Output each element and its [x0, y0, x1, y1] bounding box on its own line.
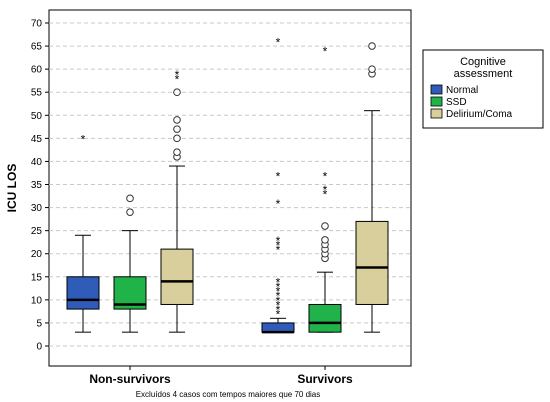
- outlier-point: [173, 125, 181, 133]
- extreme-point: *: [276, 289, 281, 303]
- y-tick-label: 50: [31, 111, 43, 122]
- box-non-survivors-ssd: [113, 194, 147, 333]
- extreme-point: *: [175, 72, 180, 86]
- gridlines: [49, 22, 411, 347]
- y-tick-label: 5: [36, 318, 42, 329]
- outlier-point: [173, 134, 181, 143]
- y-tick-label: 15: [31, 272, 43, 283]
- extreme-point: *: [276, 280, 281, 294]
- outlier-point: [321, 236, 329, 244]
- iqr-box: [160, 248, 194, 305]
- outlier-point: [368, 65, 376, 73]
- y-tick-label: 40: [31, 157, 43, 168]
- extreme-point: *: [276, 298, 281, 312]
- y-axis-title: ICU LOS: [5, 164, 19, 213]
- legend-swatch: [430, 96, 443, 107]
- extreme-point: *: [276, 308, 281, 322]
- extreme-point: *: [276, 35, 281, 49]
- extreme-point: *: [276, 303, 281, 317]
- extreme-point: *: [276, 294, 281, 308]
- y-tick-label: 60: [31, 65, 43, 76]
- outlier-point: [173, 116, 181, 124]
- box-non-survivors-delirium-coma: **: [160, 68, 194, 333]
- outlier-point: [368, 42, 376, 50]
- y-tick-label: 35: [31, 180, 43, 191]
- y-tick-label: 55: [31, 88, 43, 99]
- y-tick-label: 65: [31, 42, 43, 53]
- x-axis-labels: Non-survivors Survivors: [89, 366, 353, 386]
- y-tick-label: 10: [31, 295, 43, 306]
- extreme-point: *: [276, 197, 281, 211]
- legend-title: assessment: [454, 68, 513, 80]
- iqr-box: [261, 322, 295, 333]
- box-survivors-normal: **************: [261, 35, 295, 334]
- extreme-point: *: [276, 169, 281, 183]
- x-category-label: Non-survivors: [89, 372, 171, 386]
- extreme-point: *: [323, 169, 328, 183]
- outlier-point: [173, 88, 181, 97]
- iqr-box: [66, 276, 100, 310]
- extreme-point: *: [276, 275, 281, 289]
- y-tick-label: 70: [31, 19, 43, 30]
- y-tick-label: 20: [31, 249, 43, 260]
- outlier-point: [173, 148, 181, 156]
- legend-title: Cognitive: [460, 56, 506, 68]
- legend-swatch: [430, 84, 443, 95]
- x-category-label: Survivors: [297, 372, 353, 386]
- y-axis-ticks: 0 5 10 15 20 25 30 35 40 45 50 55 60 65 70: [31, 19, 49, 353]
- box-survivors-delirium-coma: [355, 42, 389, 333]
- extreme-point: *: [175, 68, 180, 82]
- extreme-point: *: [323, 188, 328, 202]
- y-tick-label: 45: [31, 134, 43, 145]
- legend-label: Delirium/Coma: [446, 109, 513, 120]
- extreme-point: *: [323, 183, 328, 197]
- y-tick-label: 30: [31, 203, 43, 214]
- y-tick-label: 0: [36, 342, 42, 353]
- legend-label: Normal: [446, 85, 478, 96]
- box-non-survivors-normal: *: [66, 132, 100, 333]
- legend-label: SSD: [446, 97, 467, 108]
- iqr-box: [355, 220, 389, 305]
- extreme-point: *: [81, 132, 86, 146]
- plot-frame: [48, 9, 412, 367]
- outlier-point: [126, 194, 134, 203]
- extreme-point: *: [276, 285, 281, 299]
- extreme-point: *: [276, 234, 281, 248]
- extreme-point: *: [276, 238, 281, 252]
- legend-swatch: [430, 108, 443, 119]
- box-series: *********************: [66, 35, 389, 334]
- outlier-point: [321, 222, 329, 230]
- footnote: Excluídos 4 casos com tempos maiores que…: [136, 390, 321, 399]
- extreme-point: *: [276, 243, 281, 257]
- extreme-point: *: [323, 45, 328, 59]
- y-tick-label: 25: [31, 226, 43, 237]
- legend-frame: [422, 49, 544, 129]
- iqr-box: [308, 303, 342, 333]
- outlier-point: [126, 208, 134, 216]
- box-survivors-ssd: ****: [308, 45, 342, 333]
